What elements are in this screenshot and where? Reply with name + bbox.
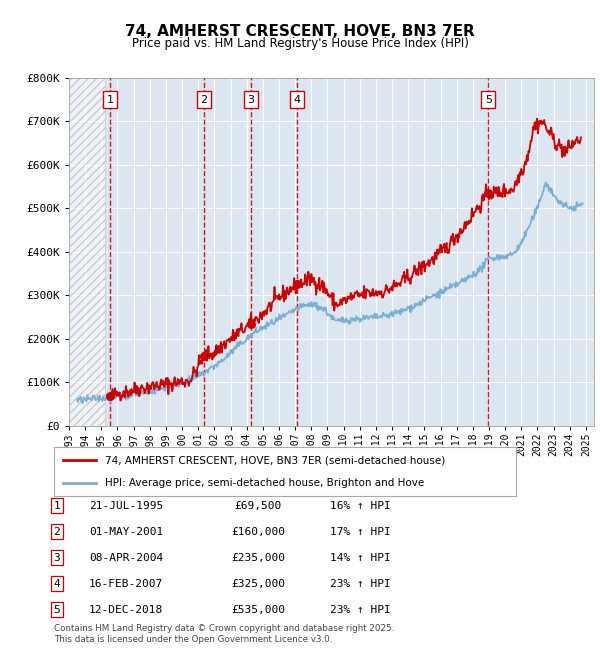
Text: 4: 4 <box>53 578 61 589</box>
Text: 23% ↑ HPI: 23% ↑ HPI <box>329 578 391 589</box>
Text: £69,500: £69,500 <box>235 500 281 511</box>
Text: 16% ↑ HPI: 16% ↑ HPI <box>329 500 391 511</box>
Text: Price paid vs. HM Land Registry's House Price Index (HPI): Price paid vs. HM Land Registry's House … <box>131 37 469 50</box>
Text: 21-JUL-1995: 21-JUL-1995 <box>89 500 163 511</box>
Text: Contains HM Land Registry data © Crown copyright and database right 2025.
This d: Contains HM Land Registry data © Crown c… <box>54 624 394 644</box>
Text: £160,000: £160,000 <box>231 526 285 537</box>
Text: 4: 4 <box>293 95 301 105</box>
Text: 08-APR-2004: 08-APR-2004 <box>89 552 163 563</box>
Text: 12-DEC-2018: 12-DEC-2018 <box>89 604 163 615</box>
Text: 2: 2 <box>53 526 61 537</box>
Text: 16-FEB-2007: 16-FEB-2007 <box>89 578 163 589</box>
Bar <box>69 78 106 426</box>
Text: 3: 3 <box>248 95 254 105</box>
Text: 74, AMHERST CRESCENT, HOVE, BN3 7ER (semi-detached house): 74, AMHERST CRESCENT, HOVE, BN3 7ER (sem… <box>105 456 445 465</box>
Text: 74, AMHERST CRESCENT, HOVE, BN3 7ER: 74, AMHERST CRESCENT, HOVE, BN3 7ER <box>125 23 475 39</box>
Text: 01-MAY-2001: 01-MAY-2001 <box>89 526 163 537</box>
Text: £325,000: £325,000 <box>231 578 285 589</box>
Text: HPI: Average price, semi-detached house, Brighton and Hove: HPI: Average price, semi-detached house,… <box>105 478 424 488</box>
Text: 23% ↑ HPI: 23% ↑ HPI <box>329 604 391 615</box>
Text: 3: 3 <box>53 552 61 563</box>
Text: £235,000: £235,000 <box>231 552 285 563</box>
Text: 5: 5 <box>53 604 61 615</box>
Text: 5: 5 <box>485 95 491 105</box>
Text: 1: 1 <box>53 500 61 511</box>
Text: 17% ↑ HPI: 17% ↑ HPI <box>329 526 391 537</box>
Text: 2: 2 <box>200 95 208 105</box>
Text: 1: 1 <box>107 95 113 105</box>
Text: £535,000: £535,000 <box>231 604 285 615</box>
Text: 14% ↑ HPI: 14% ↑ HPI <box>329 552 391 563</box>
